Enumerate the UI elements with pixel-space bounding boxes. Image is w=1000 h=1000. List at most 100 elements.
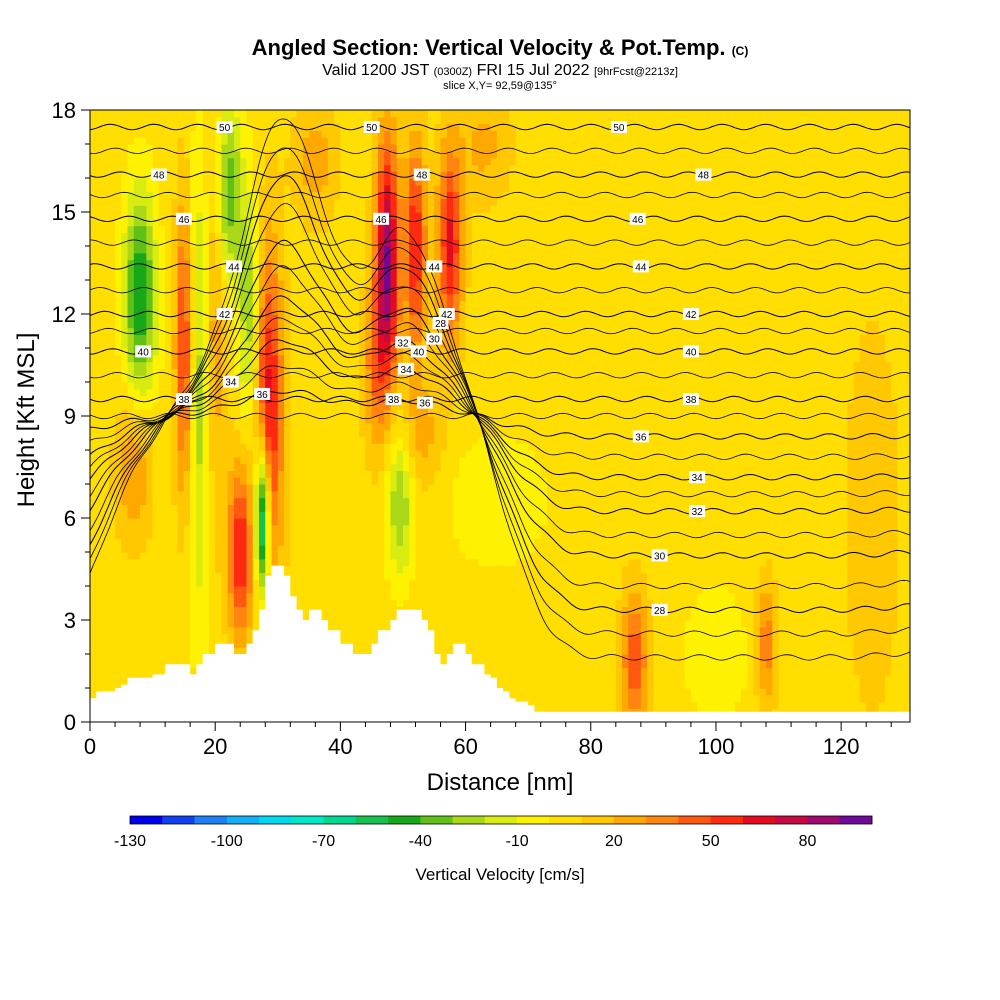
velocity-cell: [352, 402, 360, 410]
velocity-cell: [409, 164, 417, 172]
velocity-cell: [221, 388, 229, 397]
velocity-cell: [127, 225, 135, 233]
velocity-cell: [340, 259, 348, 267]
velocity-cell: [377, 443, 385, 451]
velocity-cell: [302, 606, 310, 614]
velocity-cell: [152, 266, 160, 274]
velocity-cell: [171, 314, 179, 322]
velocity-cell: [146, 368, 154, 376]
velocity-cell: [415, 518, 423, 526]
velocity-cell: [365, 368, 373, 376]
velocity-cell: [377, 382, 385, 390]
velocity-cell: [334, 572, 341, 580]
velocity-cell: [127, 123, 135, 131]
velocity-cell: [346, 368, 354, 376]
velocity-cell: [296, 422, 304, 431]
velocity-cell: [302, 293, 310, 301]
velocity-cell: [221, 225, 229, 233]
velocity-cell: [321, 443, 329, 451]
velocity-cell: [309, 307, 316, 315]
velocity-cell: [190, 130, 198, 138]
velocity-cell: [315, 232, 323, 240]
velocity-cell: [252, 252, 260, 261]
velocity-cell: [246, 572, 254, 580]
velocity-cell: [334, 286, 341, 295]
velocity-cell: [221, 232, 229, 240]
velocity-cell: [190, 545, 198, 553]
velocity-cell: [365, 171, 373, 179]
velocity-cell: [290, 402, 298, 410]
velocity-cell: [140, 524, 147, 533]
velocity-cell: [340, 572, 348, 580]
chart-valid-time: Valid 1200 JST (0300Z) FRI 15 Jul 2022 […: [0, 63, 1000, 80]
velocity-cell: [208, 538, 216, 546]
velocity-cell: [183, 620, 191, 628]
velocity-cell: [127, 354, 135, 363]
velocity-cell: [402, 225, 410, 233]
velocity-cell: [215, 395, 223, 403]
velocity-cell: [215, 266, 223, 274]
velocity-cell: [127, 443, 135, 451]
velocity-cell: [390, 592, 398, 601]
velocity-cell: [346, 266, 354, 274]
velocity-cell: [127, 558, 135, 567]
velocity-cell: [190, 572, 198, 580]
velocity-cell: [233, 368, 241, 376]
velocity-cell: [190, 252, 198, 261]
velocity-cell: [377, 388, 385, 397]
velocity-cell: [271, 456, 279, 465]
velocity-cell: [215, 388, 223, 397]
velocity-cell: [321, 565, 329, 573]
velocity-cell: [290, 518, 298, 526]
velocity-cell: [277, 300, 285, 308]
velocity-cell: [252, 586, 260, 594]
velocity-cell: [177, 647, 185, 655]
velocity-cell: [277, 341, 285, 349]
velocity-cell: [115, 212, 122, 220]
velocity-cell: [133, 606, 141, 614]
velocity-cell: [233, 565, 241, 573]
velocity-cell: [196, 198, 204, 206]
velocity-cell: [196, 212, 204, 220]
velocity-cell: [346, 490, 354, 499]
velocity-cell: [334, 110, 341, 118]
velocity-cell: [309, 286, 316, 295]
velocity-cell: [365, 327, 373, 335]
velocity-cell: [402, 504, 410, 512]
velocity-cell: [240, 592, 248, 601]
velocity-cell: [102, 130, 110, 138]
velocity-cell: [165, 654, 172, 662]
velocity-cell: [208, 626, 216, 635]
velocity-cell: [115, 456, 122, 465]
velocity-cell: [290, 368, 298, 376]
velocity-cell: [240, 354, 248, 363]
velocity-cell: [340, 518, 348, 526]
velocity-cell: [171, 212, 179, 220]
velocity-cell: [384, 524, 392, 533]
velocity-cell: [133, 368, 141, 376]
velocity-cell: [90, 429, 97, 437]
velocity-cell: [127, 259, 135, 267]
velocity-cell: [359, 518, 367, 526]
velocity-cell: [108, 239, 116, 247]
velocity-cell: [327, 225, 335, 233]
velocity-cell: [415, 150, 423, 159]
velocity-cell: [96, 409, 104, 417]
velocity-cell: [190, 518, 198, 526]
velocity-cell: [309, 110, 316, 118]
velocity-cell: [171, 123, 179, 131]
velocity-cell: [371, 613, 379, 621]
velocity-cell: [409, 422, 417, 431]
velocity-cell: [271, 144, 279, 152]
velocity-cell: [233, 157, 241, 165]
velocity-cell: [177, 273, 185, 281]
velocity-cell: [415, 388, 423, 397]
velocity-cell: [196, 463, 204, 471]
velocity-cell: [140, 137, 147, 145]
velocity-cell: [302, 490, 310, 499]
velocity-cell: [246, 150, 254, 159]
velocity-cell: [177, 606, 185, 614]
velocity-cell: [252, 443, 260, 451]
velocity-cell: [196, 572, 204, 580]
velocity-cell: [365, 110, 373, 118]
